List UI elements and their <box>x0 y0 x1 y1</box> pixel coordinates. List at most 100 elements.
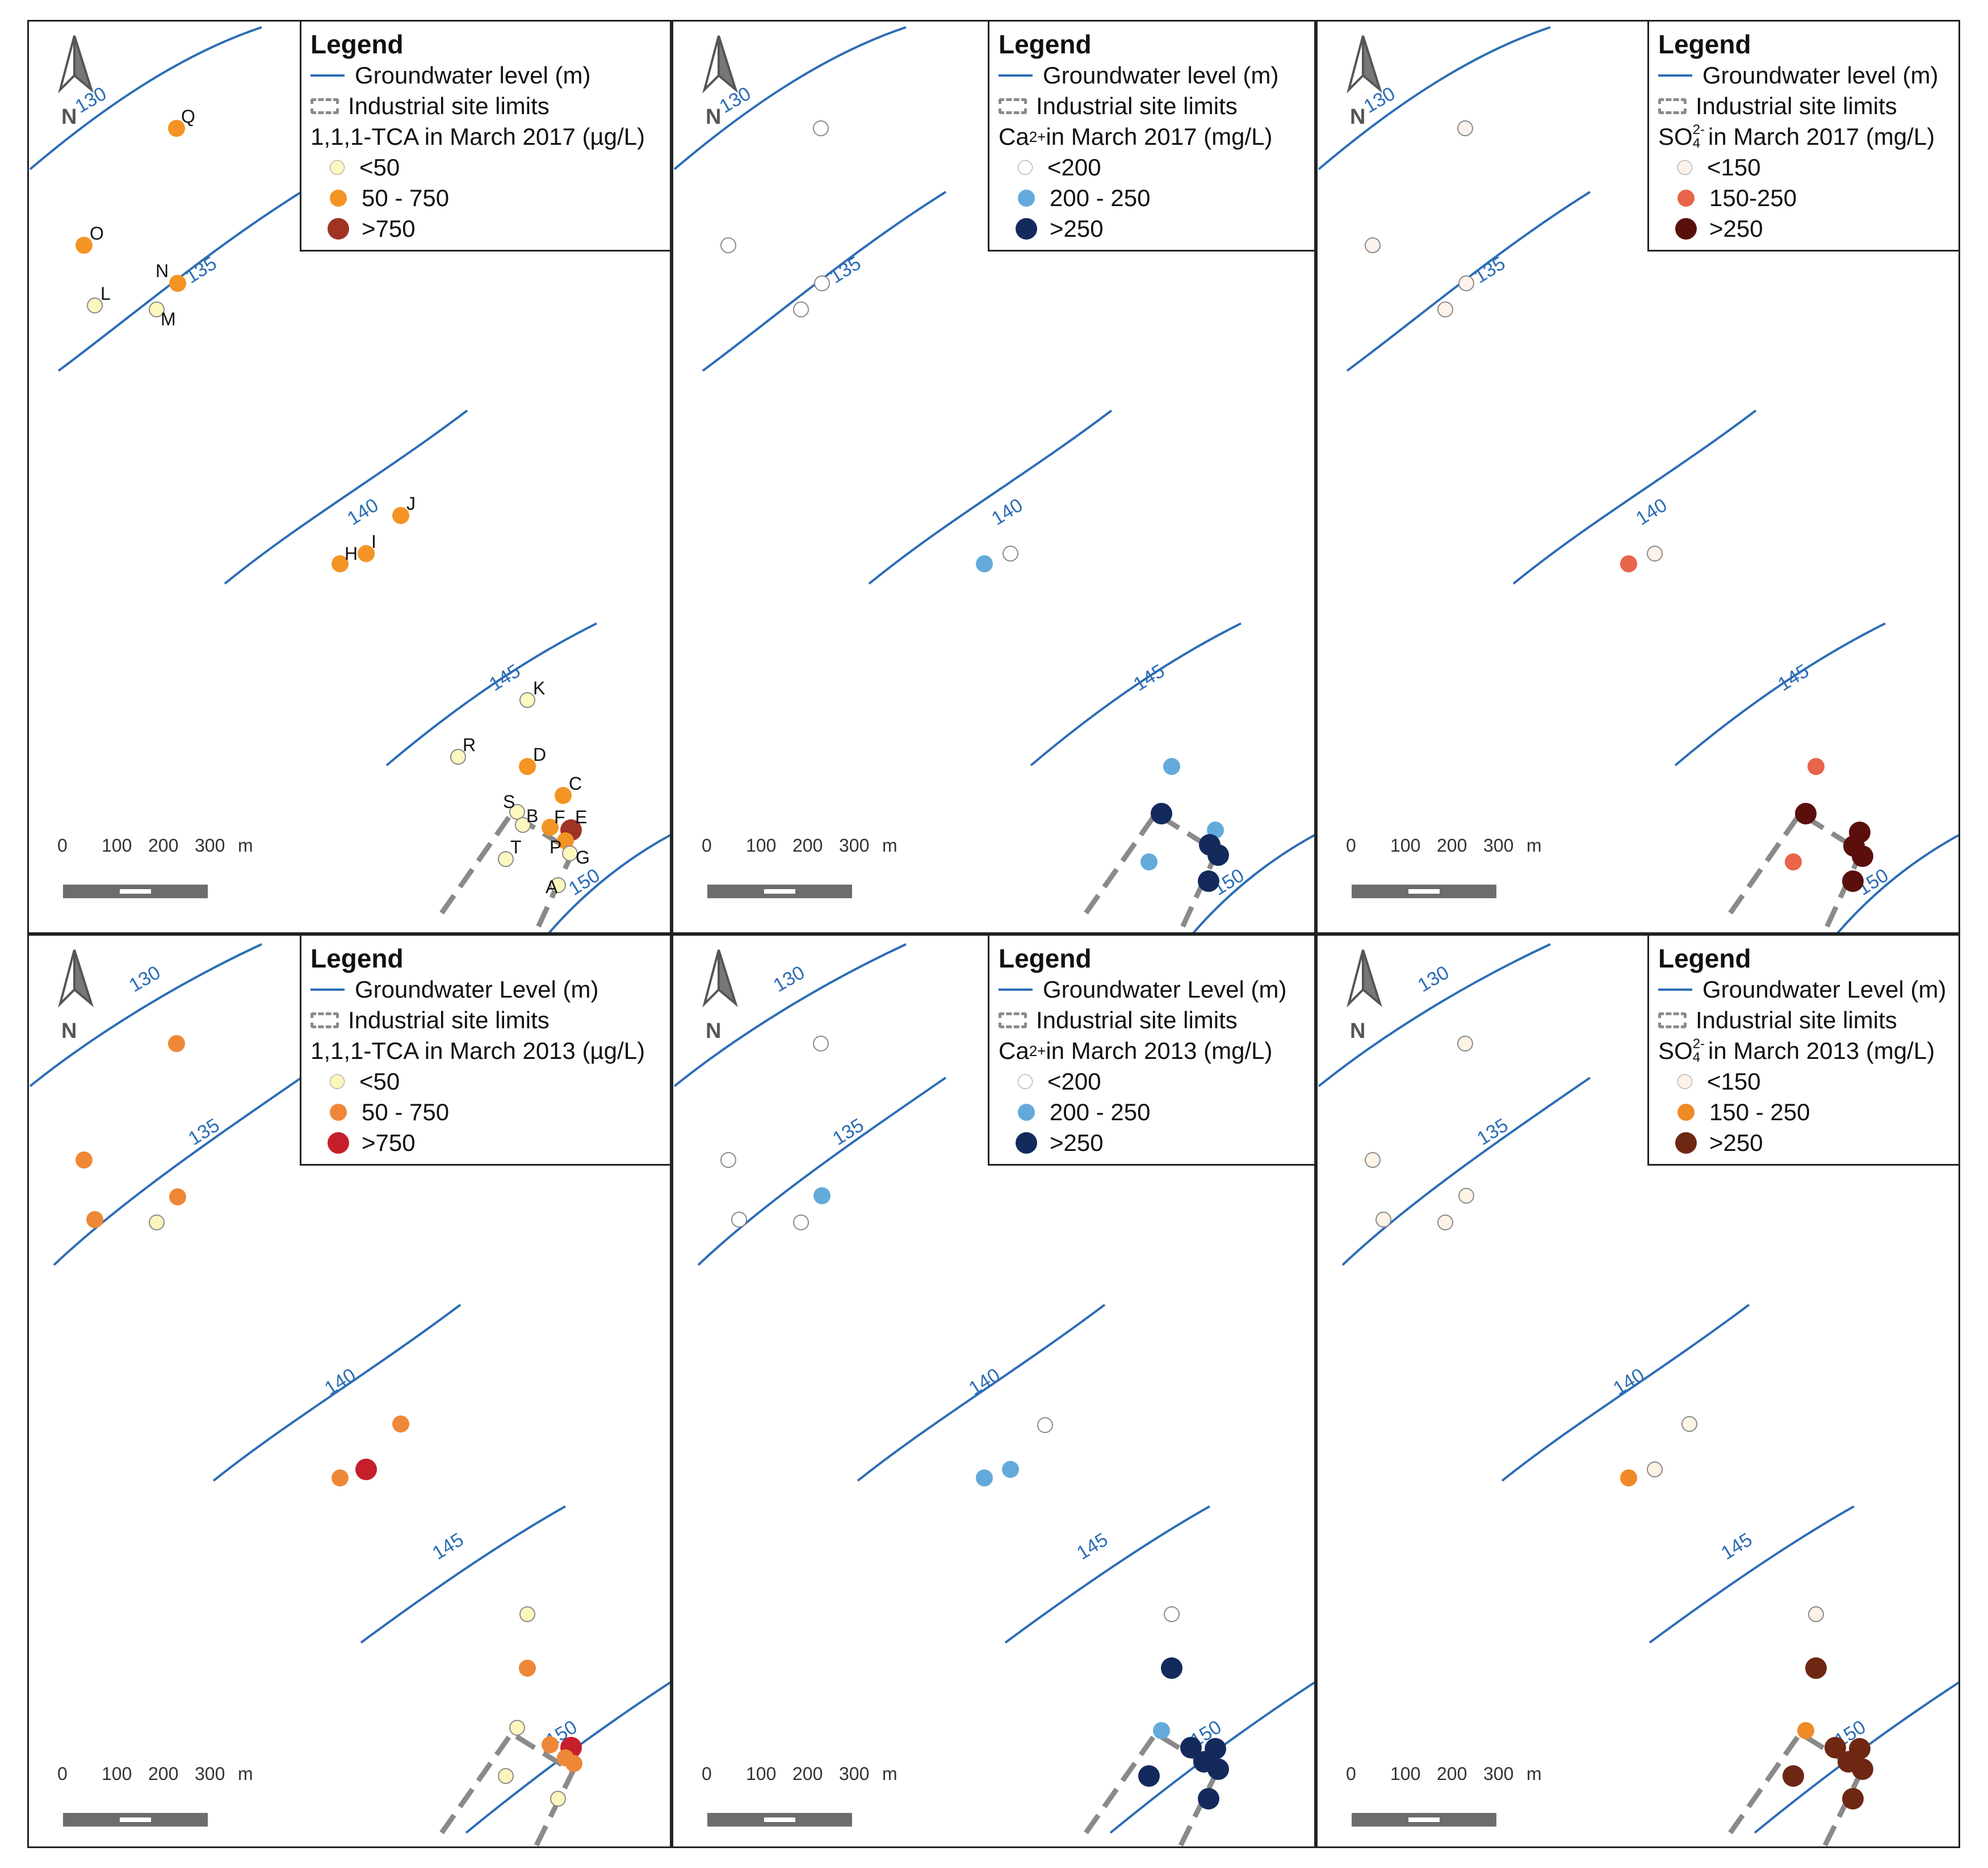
contour-label-140: 140 <box>1632 494 1671 529</box>
north-label: N <box>61 105 77 129</box>
class-label-low: <200 <box>1047 154 1101 181</box>
contour-label-145: 145 <box>1717 1528 1756 1564</box>
legend-gw-label: Groundwater level (m) <box>1043 62 1279 89</box>
well-label-M: M <box>161 309 176 329</box>
site-limits-symbol <box>1658 98 1687 114</box>
scale-tick-300: 300 <box>839 1764 869 1784</box>
contour-label-140: 140 <box>988 494 1026 529</box>
north-arrow-right-icon <box>73 949 94 1007</box>
map-panel-ca-2017: 130 135 140 145 150 N 0 100 200 300 m Legend Groun… <box>672 20 1316 934</box>
sample-point <box>509 804 525 820</box>
class-label-high: >750 <box>362 215 416 242</box>
contour-label-130: 130 <box>1414 962 1453 996</box>
industrial-site-limits <box>1728 811 1864 932</box>
scale-tick-200: 200 <box>148 1764 178 1784</box>
class-dot-low <box>1018 1074 1033 1089</box>
sample-point <box>86 1211 103 1228</box>
contour-label-130: 130 <box>770 962 808 996</box>
well-label-D: D <box>533 744 546 765</box>
sample-point <box>169 1188 186 1205</box>
scale-tick-300: 300 <box>1483 1764 1513 1784</box>
class-label-low: <150 <box>1707 1068 1761 1095</box>
contour-line-145 <box>360 1505 566 1644</box>
legend-site-label: Industrial site limits <box>348 1007 550 1033</box>
sample-point <box>392 1415 409 1433</box>
class-dot-mid <box>1677 190 1695 207</box>
sample-point <box>450 749 466 765</box>
map-panel-so4-2017: 130 135 140 145 150 N 0 100 200 300 m Legend Groun… <box>1316 20 1960 934</box>
site-limits-symbol <box>999 1012 1027 1028</box>
sample-point <box>358 545 375 562</box>
contour-label-150: 150 <box>565 864 603 899</box>
sample-point <box>1138 1765 1160 1787</box>
class-label-mid: 50 - 750 <box>362 185 450 211</box>
class-dot-high <box>1675 218 1697 240</box>
sample-point <box>149 301 165 317</box>
industrial-site-limits <box>439 811 576 932</box>
site-limits-symbol <box>999 98 1027 114</box>
scale-tick-300: 300 <box>839 835 869 856</box>
north-label: N <box>1350 105 1365 129</box>
scale-tick-200: 200 <box>1437 1764 1467 1784</box>
class-label-mid: 200 - 250 <box>1050 185 1151 211</box>
sample-point <box>1795 803 1817 824</box>
industrial-site-limits <box>1084 1731 1220 1846</box>
scale-bar-segment <box>1408 889 1440 894</box>
north-arrow-right-icon <box>1362 949 1382 1007</box>
class-label-low: <150 <box>1707 154 1761 181</box>
contour-line-145 <box>1674 622 1886 767</box>
legend-site-label: Industrial site limits <box>348 93 550 119</box>
sample-point <box>1681 1416 1697 1432</box>
north-arrow-left-icon <box>1347 949 1364 1008</box>
well-label-L: L <box>100 283 111 304</box>
sample-point <box>169 275 186 292</box>
north-arrow-left-icon <box>58 35 76 94</box>
sample-point <box>1647 546 1663 562</box>
sample-point <box>731 1212 747 1228</box>
map-panel-tca-2017: 130 135 140 145 150 N 0 100 200 300 m Q O N L M J I H K R D C S… <box>27 20 672 934</box>
site-limits-symbol <box>1658 1012 1687 1028</box>
class-dot-mid <box>1677 1104 1695 1121</box>
contour-label-140: 140 <box>965 1364 1004 1399</box>
sample-point <box>720 1152 736 1168</box>
sample-point <box>168 120 185 137</box>
well-label-B: B <box>526 806 538 826</box>
sample-point <box>1365 237 1381 253</box>
north-label: N <box>61 1019 77 1043</box>
scale-bar-segment <box>120 1817 151 1822</box>
legend-parameter: SO 2- 4 in March 2017 (mg/L) <box>1658 122 1935 151</box>
contour-line-130 <box>29 943 262 1087</box>
contour-line-symbol <box>999 74 1033 77</box>
sample-point <box>1620 555 1637 572</box>
legend-gw-label: Groundwater Level (m) <box>355 976 599 1003</box>
sample-point <box>1807 758 1825 775</box>
contour-line-145 <box>1649 1505 1855 1644</box>
contour-line-symbol <box>1658 989 1692 991</box>
sample-point <box>976 555 993 572</box>
sample-point <box>793 1214 809 1230</box>
legend-gw-label: Groundwater Level (m) <box>1043 976 1287 1003</box>
class-dot-mid <box>330 190 347 207</box>
legend-gw-label: Groundwater level (m) <box>355 62 591 89</box>
scale-unit: m <box>882 835 897 856</box>
sample-point <box>976 1469 993 1486</box>
class-dot-mid <box>1018 190 1035 207</box>
class-label-mid: 200 - 250 <box>1050 1099 1151 1125</box>
sample-point <box>1161 1657 1182 1679</box>
sample-point <box>1437 1214 1453 1230</box>
contour-line-135 <box>53 1077 303 1266</box>
legend-parameter: Ca 2+ in March 2013 (mg/L) <box>999 1037 1273 1064</box>
legend-gw-label: Groundwater Level (m) <box>1702 976 1947 1003</box>
sample-point <box>87 298 103 313</box>
scale-tick-100: 100 <box>102 1764 132 1784</box>
contour-line-130 <box>1318 943 1551 1087</box>
contour-line-145 <box>1004 1505 1210 1644</box>
scale-tick-0: 0 <box>57 1764 68 1784</box>
contour-label-130: 130 <box>125 962 164 996</box>
class-label-low: <200 <box>1047 1068 1101 1095</box>
contour-line-130 <box>673 26 907 170</box>
sample-point <box>1647 1461 1663 1477</box>
sample-point <box>1825 1737 1846 1758</box>
